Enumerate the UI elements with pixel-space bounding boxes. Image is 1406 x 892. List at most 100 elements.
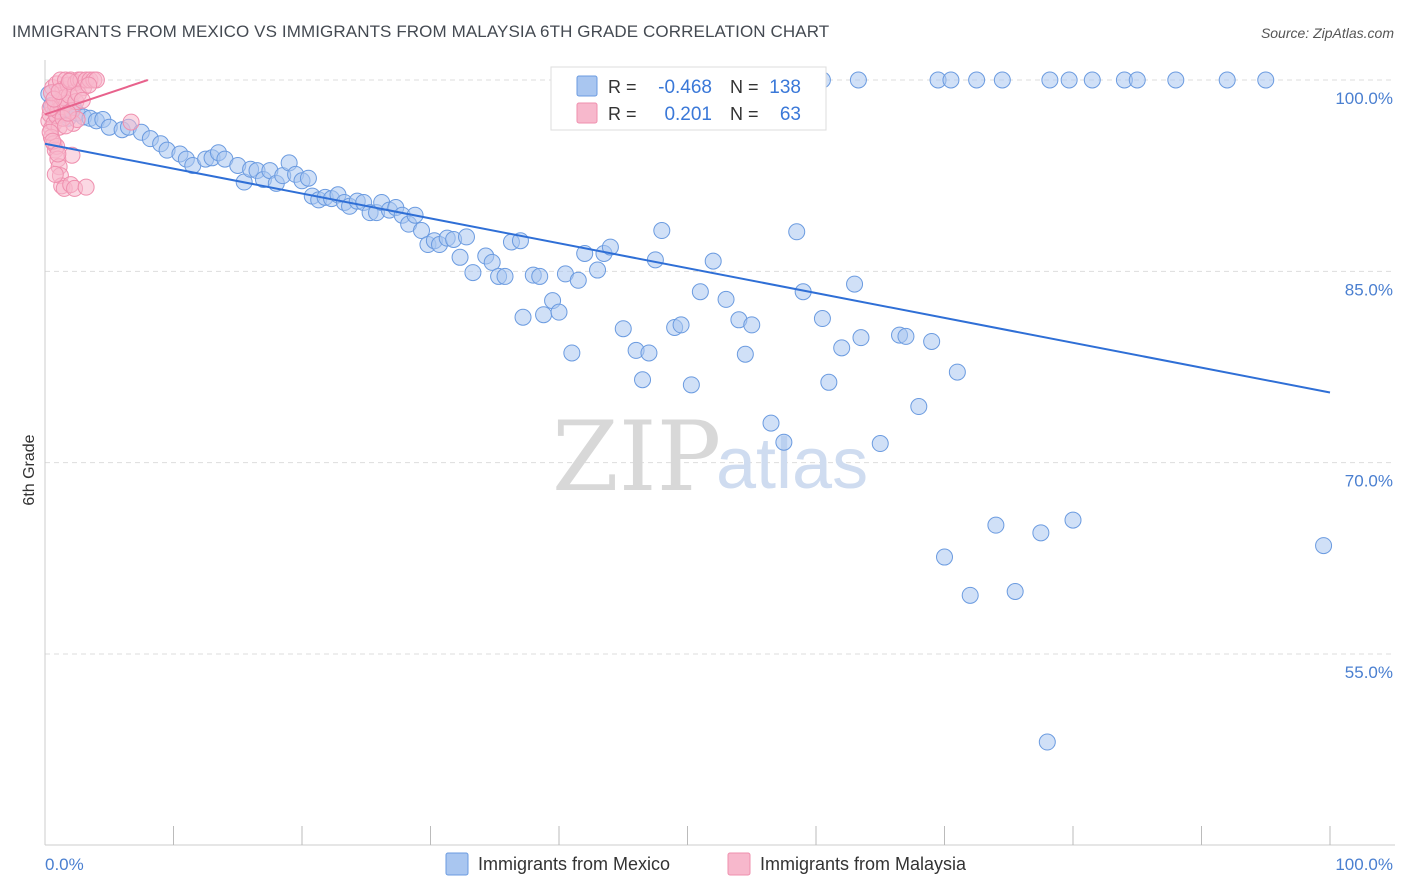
axes (44, 60, 1395, 846)
stats-malaysia-swatch (576, 102, 598, 124)
mexico-point (849, 71, 867, 89)
source-label: Source: ZipAtlas.com (1260, 25, 1394, 41)
stats-mexico-swatch (576, 75, 598, 97)
mexico-point (852, 329, 870, 347)
mexico-point (1083, 71, 1101, 89)
mexico-point (936, 548, 953, 566)
mexico-point (704, 252, 722, 270)
mexico-point (457, 228, 475, 246)
mexico-point (871, 435, 889, 453)
mexico-point (496, 267, 514, 285)
mexico-point (942, 71, 960, 89)
mexico-point (1315, 537, 1333, 555)
mexico-point (897, 327, 915, 345)
mexico-point (1064, 511, 1082, 529)
mexico-point (1060, 71, 1078, 89)
malaysia-points (40, 71, 140, 197)
mexico-point (691, 283, 709, 301)
legend-malaysia-label: Immigrants from Malaysia (760, 854, 967, 874)
mexico-point (563, 344, 581, 362)
x-tick-label: 0.0% (45, 855, 84, 874)
malaysia-point (50, 82, 68, 100)
malaysia-point (80, 76, 98, 94)
mexico-point (1041, 71, 1059, 89)
legend-mexico-swatch (445, 852, 469, 876)
stats-mexico-r-label: R = (608, 77, 637, 97)
mexico-point (514, 308, 532, 326)
mexico-point (923, 332, 941, 350)
chart-title: IMMIGRANTS FROM MEXICO VS IMMIGRANTS FRO… (12, 22, 830, 41)
y-tick-label: 100.0% (1335, 89, 1393, 108)
stats-malaysia-r-value: 0.201 (664, 104, 712, 125)
mexico-point (483, 253, 501, 271)
mexico-point (413, 222, 431, 240)
legend-mexico-label: Immigrants from Mexico (478, 854, 670, 874)
mexico-point (464, 264, 482, 282)
mexico-point (833, 339, 851, 357)
trend-lines (44, 79, 1331, 394)
malaysia-point (46, 165, 64, 183)
mexico-point (634, 371, 652, 389)
mexico-point (1218, 71, 1236, 89)
stats-mexico-n-label: N = (730, 77, 759, 97)
mexico-point (589, 261, 607, 279)
mexico-point (614, 320, 632, 338)
stats-malaysia-r-label: R = (608, 104, 637, 124)
malaysia-point (59, 104, 77, 122)
mexico-point (569, 271, 587, 289)
mexico-point (813, 310, 831, 328)
mexico-point (653, 222, 671, 240)
y-tick-label: 55.0% (1345, 663, 1393, 682)
legend: Immigrants from Mexico Immigrants from M… (445, 852, 967, 876)
y-tick-label: 85.0% (1345, 280, 1393, 299)
mexico-point (717, 290, 735, 308)
mexico-point (1038, 733, 1056, 751)
mexico-point (993, 71, 1011, 89)
stats-malaysia-n-label: N = (730, 104, 759, 124)
y-axis-label: 6th Grade (21, 434, 38, 505)
malaysia-point (122, 113, 140, 131)
y-tick-label: 70.0% (1345, 472, 1393, 491)
legend-malaysia-swatch (727, 852, 751, 876)
mexico-point (672, 316, 690, 334)
malaysia-trend-line (44, 79, 149, 116)
watermark-zip: ZIP (552, 401, 721, 513)
mexico-point (820, 373, 838, 391)
mexico-point (451, 248, 469, 266)
x-tick-label: 100.0% (1335, 855, 1393, 874)
mexico-point (968, 71, 986, 89)
mexico-point (987, 516, 1005, 534)
mexico-point (775, 433, 793, 451)
watermark: ZIP atlas (552, 401, 868, 513)
malaysia-point (73, 91, 91, 109)
mexico-point (948, 363, 966, 381)
y-tick-labels: 100.0% 85.0% 70.0% 55.0% (1335, 89, 1393, 682)
mexico-point (736, 345, 754, 363)
mexico-point (1257, 71, 1275, 89)
mexico-point (601, 238, 619, 256)
stats-box: R = -0.468 N = 138 R = 0.201 N = 63 (550, 66, 827, 131)
mexico-point (1167, 71, 1185, 89)
stats-mexico-r-value: -0.468 (658, 77, 712, 98)
mexico-point (640, 344, 658, 362)
malaysia-point (49, 145, 67, 163)
mexico-point (788, 223, 806, 241)
stats-mexico-n-value: 138 (769, 77, 801, 98)
x-tick-labels: 0.0% 100.0% (45, 855, 1393, 874)
mexico-point (1006, 582, 1024, 600)
mexico-point (762, 414, 780, 432)
stats-malaysia-n-value: 63 (780, 104, 801, 125)
mexico-point (1032, 524, 1050, 542)
mexico-point (961, 586, 979, 604)
mexico-trend-line (44, 142, 1331, 394)
mexico-point (550, 303, 568, 321)
malaysia-point (77, 178, 95, 196)
mexico-point (682, 376, 700, 394)
mexico-point (846, 275, 864, 293)
mexico-point (743, 316, 761, 334)
watermark-atlas: atlas (716, 424, 868, 504)
mexico-point (910, 398, 928, 416)
mexico-point (299, 169, 317, 187)
mexico-point (535, 306, 553, 324)
